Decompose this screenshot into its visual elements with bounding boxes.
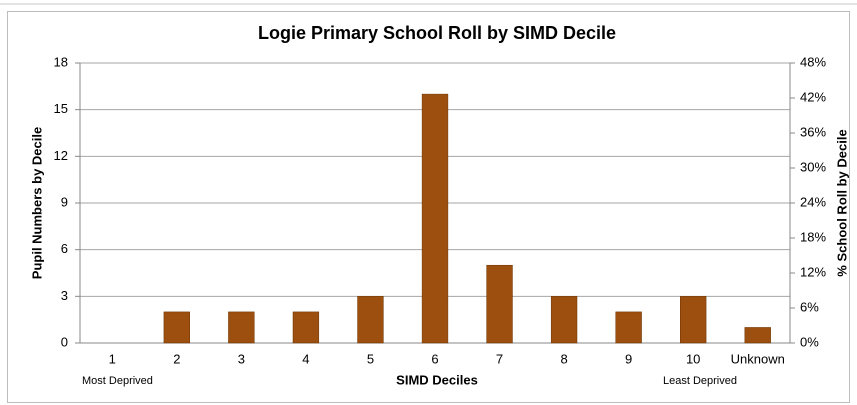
y-tick-label: 0 — [61, 334, 68, 349]
bar — [228, 311, 255, 344]
y-tick-label: 12 — [54, 148, 68, 163]
y2-tick-label: 48% — [800, 54, 826, 69]
x-tick-label: Unknown — [731, 351, 785, 366]
y2-axis-label: % School Roll by Decile — [834, 129, 849, 276]
y-tick-label: 9 — [61, 194, 68, 209]
y2-tick-label: 42% — [800, 89, 826, 104]
x-tick-label: 3 — [238, 351, 245, 366]
x-tick-label: 4 — [302, 351, 309, 366]
bar — [550, 296, 578, 344]
bar — [744, 327, 771, 344]
y2-tick-label: 12% — [800, 264, 826, 279]
x-tick-label: 8 — [560, 351, 567, 366]
y-tick-label: 15 — [54, 101, 68, 116]
y2-tick-label: 24% — [800, 194, 826, 209]
y-tick-label: 3 — [61, 288, 68, 303]
y2-tick-label: 0% — [800, 334, 819, 349]
x-tick-label: 7 — [496, 351, 503, 366]
x-tick-label: 9 — [625, 351, 632, 366]
chart-title: Logie Primary School Roll by SIMD Decile — [258, 23, 616, 43]
y2-tick-label: 18% — [800, 229, 826, 244]
y-axis-label: Pupil Numbers by Decile — [29, 127, 44, 279]
x-tick-label: 5 — [367, 351, 374, 366]
x-axis-label: SIMD Deciles — [396, 372, 478, 387]
annotation: Most Deprived — [82, 375, 153, 387]
x-tick-label: 2 — [173, 351, 180, 366]
x-tick-label: 1 — [109, 351, 116, 366]
bar — [421, 93, 449, 344]
y2-tick-label: 30% — [800, 159, 826, 174]
bar — [357, 296, 384, 344]
x-tick-label: 6 — [431, 351, 438, 366]
bar — [486, 264, 513, 344]
bar — [292, 311, 320, 344]
y2-tick-label: 6% — [800, 299, 819, 314]
bar — [615, 311, 642, 344]
annotation: Least Deprived — [663, 375, 737, 387]
bar — [680, 296, 707, 344]
x-tick-label: 10 — [686, 351, 700, 366]
y2-tick-label: 36% — [800, 124, 826, 139]
y-tick-label: 6 — [61, 241, 68, 256]
y-tick-label: 18 — [54, 54, 68, 69]
bar — [163, 311, 190, 344]
